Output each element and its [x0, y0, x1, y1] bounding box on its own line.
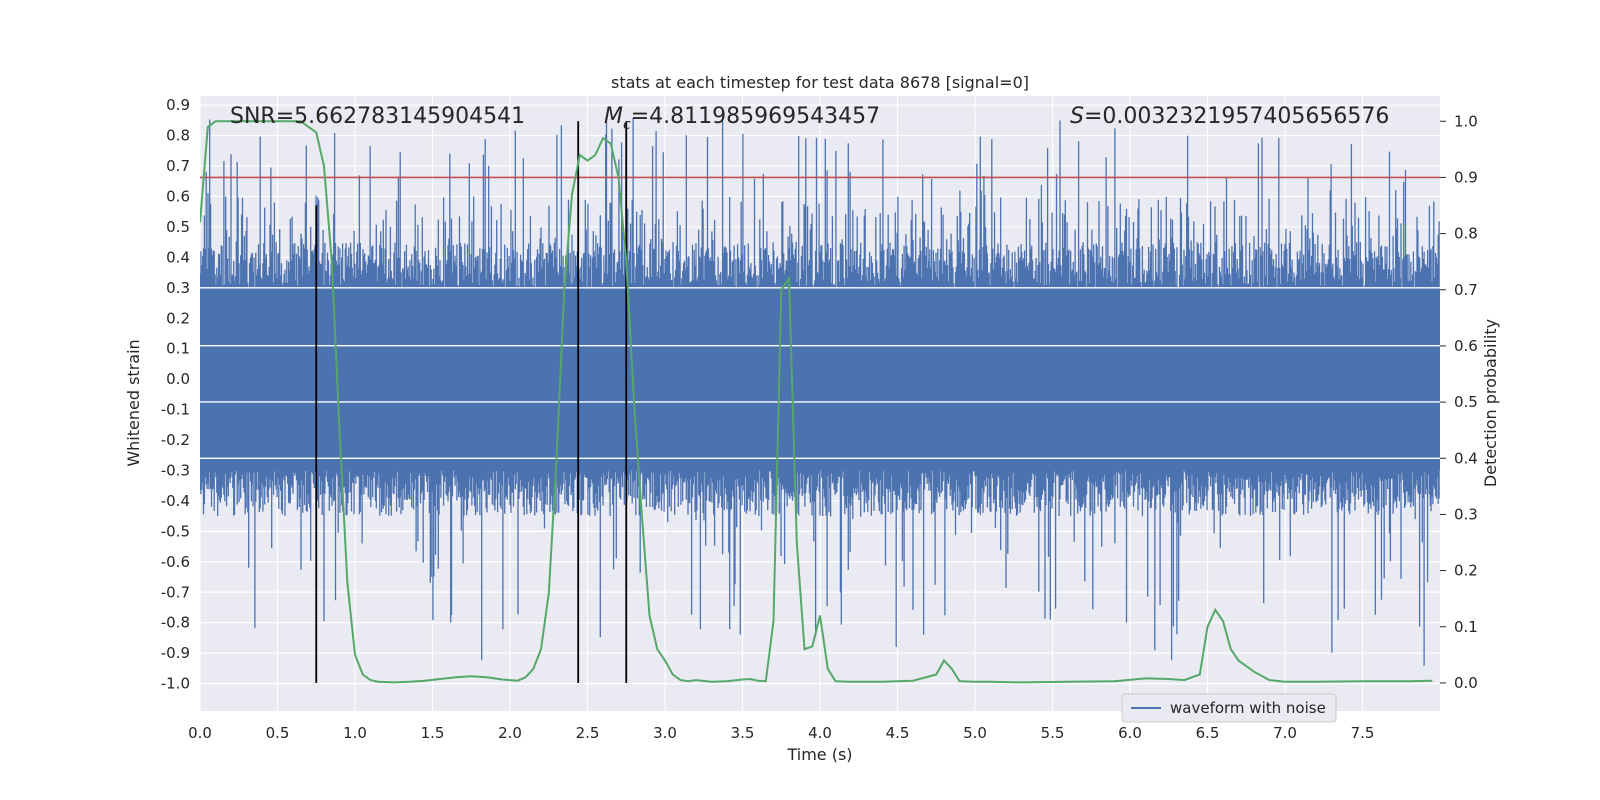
y-right-tick-label: 0.2	[1454, 562, 1478, 580]
legend: waveform with noise	[1121, 693, 1337, 723]
y-right-tick-label: 0.9	[1454, 168, 1478, 186]
y-left-tick-label: 0.1	[166, 340, 190, 358]
y-left-tick-label: 0.5	[166, 218, 190, 236]
y-left-tick-label: 0.2	[166, 309, 190, 327]
y-right-tick-label: 0.4	[1454, 449, 1478, 467]
y-right-tick-label: 0.5	[1454, 393, 1478, 411]
y-left-tick-label: 0.7	[166, 157, 190, 175]
x-tick-label: 0.0	[188, 724, 212, 742]
y-right-axis-label: Detection probability	[1481, 319, 1500, 487]
plot-area	[200, 117, 1440, 684]
y-left-tick-label: 0.4	[166, 248, 190, 266]
y-left-tick-label: -0.6	[161, 553, 190, 571]
x-tick-label: 1.5	[421, 724, 445, 742]
s-statistic-annotation: S=0.0032321957405656576	[1070, 104, 1389, 129]
y-right-axis-ticks: 1.0 0.9 0.8 0.7 0.6 0.5 0.4 0.3 0.2 0.1 0.0	[1440, 112, 1478, 692]
y-right-tick-label: 0.8	[1454, 225, 1478, 243]
y-left-tick-label: 0.3	[166, 279, 190, 297]
x-tick-label: 3.0	[653, 724, 677, 742]
y-right-tick-label: 1.0	[1454, 112, 1478, 130]
x-axis-ticks: 0.0 0.5 1.0 1.5 2.0 2.5 3.0 3.5 4.0 4.5 5.0 5.5 6.0 6…	[188, 724, 1374, 742]
y-left-tick-label: -0.9	[161, 644, 190, 662]
x-axis-label: Time (s)	[786, 745, 852, 764]
waveform-dense-band	[200, 287, 1440, 471]
y-left-tick-label: -1.0	[161, 675, 190, 693]
x-tick-label: 4.5	[886, 724, 910, 742]
chart-title: stats at each timestep for test data 867…	[611, 73, 1029, 92]
x-tick-label: 4.0	[808, 724, 832, 742]
chirp-mass-symbol: M	[604, 104, 623, 129]
x-tick-label: 6.0	[1118, 724, 1142, 742]
x-tick-label: 7.5	[1351, 724, 1375, 742]
chirp-mass-value: =4.811985969543457	[631, 104, 880, 129]
probability-line	[200, 120, 1433, 684]
s-statistic-symbol: S	[1070, 104, 1084, 129]
s-statistic-value: =0.0032321957405656576	[1084, 104, 1389, 129]
y-right-tick-label: 0.6	[1454, 337, 1478, 355]
y-left-tick-label: -0.8	[161, 614, 190, 632]
y-left-tick-label: -0.4	[161, 492, 190, 510]
overlay-lines	[200, 120, 1440, 684]
y-left-tick-label: -0.7	[161, 583, 190, 601]
y-left-tick-label: -0.5	[161, 522, 190, 540]
x-tick-label: 5.0	[963, 724, 987, 742]
x-tick-label: 1.0	[343, 724, 367, 742]
y-left-axis-label: Whitened strain	[124, 339, 143, 466]
y-right-tick-label: 0.3	[1454, 505, 1478, 523]
x-tick-label: 6.5	[1196, 724, 1220, 742]
legend-label: waveform with noise	[1170, 699, 1326, 717]
legend-box	[1121, 693, 1337, 723]
y-left-tick-label: 0.6	[166, 187, 190, 205]
x-tick-label: 7.0	[1273, 724, 1297, 742]
y-left-tick-label: 0.0	[166, 370, 190, 388]
chirp-mass-annotation: Mc=4.811985969543457	[604, 104, 880, 133]
x-tick-label: 2.5	[576, 724, 600, 742]
y-right-tick-label: 0.1	[1454, 618, 1478, 636]
y-left-axis-ticks: 0.9 0.8 0.7 0.6 0.5 0.4 0.3 0.2 0.1 0.0 -0.1 -0.2 -0…	[161, 96, 190, 692]
y-right-tick-label: 0.0	[1454, 674, 1478, 692]
x-tick-label: 5.5	[1041, 724, 1065, 742]
y-left-tick-label: 0.9	[166, 96, 190, 114]
y-left-tick-label: 0.8	[166, 127, 190, 145]
y-left-tick-label: -0.3	[161, 461, 190, 479]
x-tick-label: 0.5	[266, 724, 290, 742]
y-right-tick-label: 0.7	[1454, 281, 1478, 299]
y-left-tick-label: -0.2	[161, 431, 190, 449]
snr-annotation: SNR=5.662783145904541	[230, 104, 525, 129]
x-tick-label: 3.5	[731, 724, 755, 742]
waveform-series	[200, 117, 1440, 666]
x-tick-label: 2.0	[498, 724, 522, 742]
chirp-mass-subscript: c	[623, 117, 631, 133]
y-left-tick-label: -0.1	[161, 401, 190, 419]
